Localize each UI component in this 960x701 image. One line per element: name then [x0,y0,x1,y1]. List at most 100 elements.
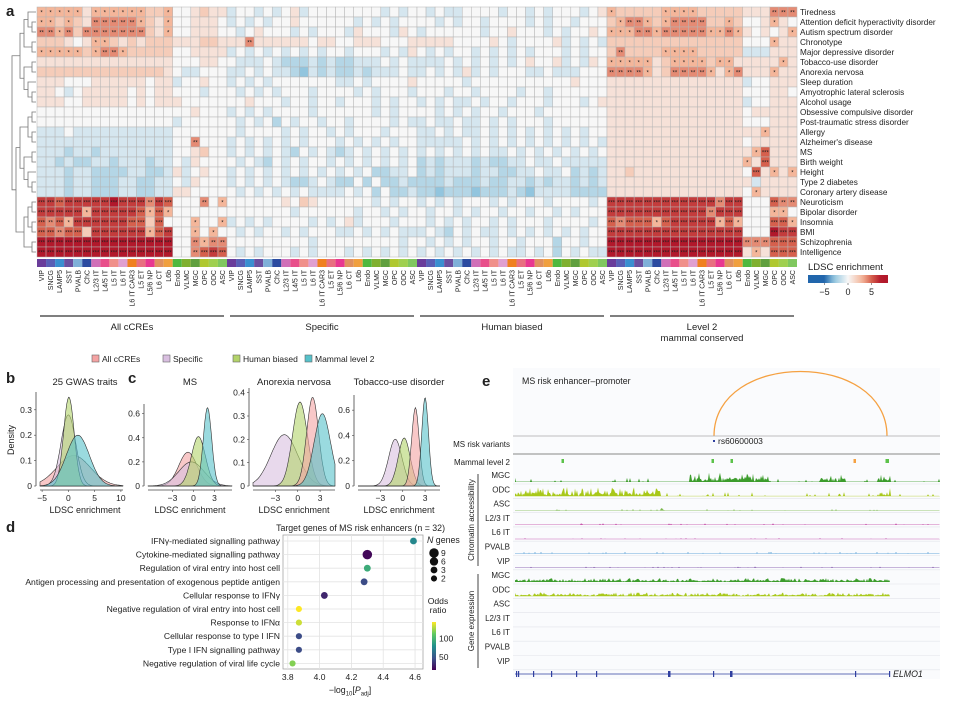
heatmap-cell [579,156,590,168]
heatmap-cell [787,136,798,148]
heatmap-cell [380,186,391,198]
heatmap-cell [543,96,553,108]
heatmap-cell [118,136,128,148]
significance-stars: * [610,31,613,37]
heatmap-cell [281,96,291,108]
significance-stars: *** [780,231,788,237]
heatmap-cell [489,146,499,158]
heatmap-cell [262,196,273,208]
heatmap-cell [624,166,635,178]
heatmap-cell [136,156,146,168]
heatmap-cell [525,216,535,228]
heatmap-cell [742,36,753,48]
heatmap-cell [208,146,219,158]
heatmap-cell [353,56,363,68]
heatmap-cell [317,246,327,258]
heatmap-cell [697,136,707,148]
heatmap-cell [118,76,128,88]
heatmap-cell [335,146,345,158]
heatmap-cell [425,216,436,228]
heatmap-cell [778,26,789,38]
heatmap-cell [91,186,101,198]
heatmap-cell [525,36,535,48]
significance-stars: * [167,31,170,37]
significance-stars: *** [110,231,118,237]
heatmap-cell [597,56,608,68]
heatmap-cell [642,156,653,168]
heatmap-cell [534,6,544,18]
column-label: L5/6 NP [148,270,155,296]
heatmap-cell [244,116,255,128]
heatmap-cell [371,196,382,208]
heatmap-cell [787,146,798,158]
significance-stars: *** [47,231,55,237]
heatmap-cell [778,76,789,88]
heatmap-cell [670,166,680,178]
heatmap-cell [317,206,327,218]
significance-stars: *** [128,241,136,247]
heatmap-cell [715,96,725,108]
heatmap-cell [552,166,563,178]
heatmap-cell [389,106,400,118]
column-label: SST [256,269,263,283]
heatmap-cell [63,106,74,118]
heatmap-cell [344,216,354,228]
heatmap-cell [407,56,418,68]
heatmap-cell [326,196,336,208]
significance-stars: *** [735,241,743,247]
heatmap-cell [217,126,228,138]
heatmap-cell [262,26,273,38]
heatmap-cell [724,186,734,198]
track-label: PVALB [485,643,510,652]
heatmap-cell [498,166,508,178]
heatmap-cell [389,136,400,148]
significance-stars: *** [138,221,146,227]
heatmap-cell [570,176,581,188]
significance-stars: * [710,31,713,37]
x-tick-label: 5 [92,493,97,503]
heatmap-cell [516,66,526,78]
heatmap-cell [452,26,463,38]
significance-stars: *** [708,201,716,207]
heatmap-cell [769,86,780,98]
heatmap-cell [208,56,219,68]
column-label: SNCG [618,270,625,290]
significance-stars: *** [74,211,82,217]
significance-stars: *** [83,201,91,207]
heatmap-cell [624,126,635,138]
heatmap-cell [154,26,164,38]
heatmap-cell [281,76,291,88]
heatmap-cell [461,196,472,208]
heatmap-cell [145,116,155,128]
heatmap-cell [778,116,789,128]
heatmap-cell [326,106,336,118]
heatmap-cell [389,36,400,48]
heatmap-cell [362,46,373,58]
heatmap-cell [507,186,517,198]
cell-type-color-swatch [625,259,635,267]
heatmap-cell [353,106,363,118]
heatmap-cell [543,6,553,18]
heatmap-cell [579,166,590,178]
column-label: PVALB [265,270,272,292]
heatmap-cell [633,166,644,178]
column-label: MGC [573,270,580,286]
heatmap-cell [163,66,173,78]
heatmap-cell [172,136,183,148]
heatmap-cell [244,146,255,158]
heatmap-cell [81,86,92,98]
heatmap-cell [760,116,771,128]
significance-stars: *** [644,211,652,217]
heatmap-cell [778,176,789,188]
size-legend-dot [429,548,439,558]
significance-stars: ** [618,51,623,57]
heatmap-cell [733,56,743,68]
heatmap-cell [733,126,743,138]
heatmap-cell [154,176,164,188]
significance-stars: ** [112,21,117,27]
x-tick-label: 4.2 [345,672,357,682]
heatmap-cell [145,156,155,168]
heatmap-cell [751,136,762,148]
significance-stars: ** [93,21,98,27]
heatmap-cell [290,26,300,38]
